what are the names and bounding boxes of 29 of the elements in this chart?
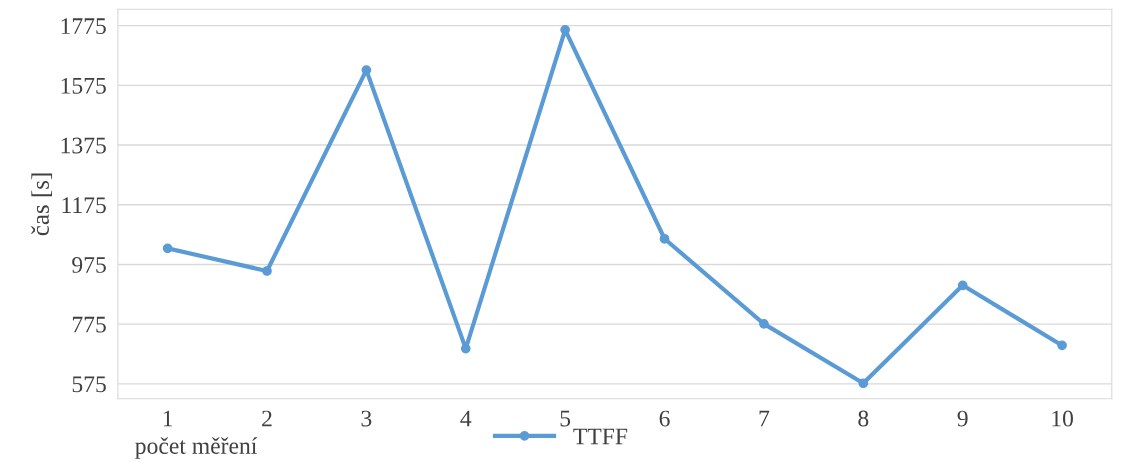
point xyxy=(957,280,968,291)
y-tick-label: 975 xyxy=(72,257,106,273)
point xyxy=(162,243,173,254)
x-tick-label: 6 xyxy=(659,410,670,427)
point xyxy=(659,233,670,244)
x-tick-label: 1 xyxy=(163,410,173,427)
y-tick-label: 775 xyxy=(72,316,106,333)
x-tick-label: 7 xyxy=(759,410,770,427)
point xyxy=(759,318,769,329)
point xyxy=(361,65,372,75)
y-tick-label: 1575 xyxy=(61,77,106,94)
y-tick-label: 1775 xyxy=(61,18,106,35)
x-tick-label: 4 xyxy=(460,410,472,427)
y-tick-label: 1175 xyxy=(62,197,106,214)
point xyxy=(560,24,571,35)
legend-label: TTFF xyxy=(573,428,628,445)
y-tick-label: 1375 xyxy=(61,137,106,154)
x-tick-label: 9 xyxy=(957,410,968,427)
x-axis-title: počet měření xyxy=(135,437,258,459)
point xyxy=(262,266,272,276)
y-tick-label: 575 xyxy=(72,376,106,393)
x-tick-label: 10 xyxy=(1052,410,1073,427)
x-tick-label: 2 xyxy=(262,410,272,427)
point xyxy=(858,378,869,389)
point xyxy=(1057,340,1067,351)
y-axis-title: čas [s] xyxy=(31,173,53,236)
x-tick-label: 3 xyxy=(361,410,372,427)
x-tick-label: 8 xyxy=(858,410,869,427)
x-tick-label: 5 xyxy=(560,410,571,427)
